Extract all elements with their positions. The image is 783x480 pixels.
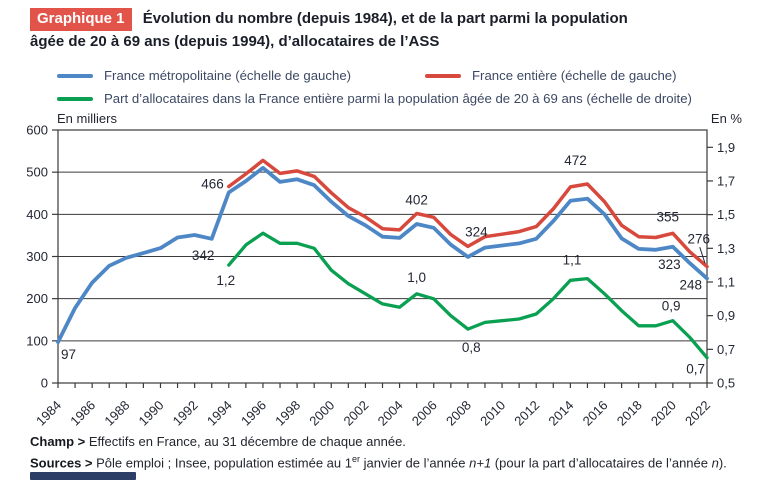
sources-text: janvier de l’année	[359, 455, 470, 471]
blue-line-swatch	[57, 73, 93, 78]
data-label: 1,2	[216, 273, 235, 288]
x-tick-label: 2016	[580, 398, 611, 429]
x-tick-label: 2008	[443, 398, 474, 429]
data-label: 402	[405, 192, 428, 207]
data-label: 324	[465, 224, 488, 239]
left-tick-label: 400	[26, 207, 48, 222]
data-label: 466	[201, 177, 224, 192]
data-label: 342	[192, 248, 215, 263]
left-tick-label: 0	[41, 376, 48, 391]
data-label: 323	[658, 257, 681, 272]
title-line1: Évolution du nombre (depuis 1984), et de…	[142, 10, 628, 27]
left-tick-label: 200	[26, 291, 48, 306]
x-tick-label: 2010	[477, 398, 508, 429]
left-axis-title: En milliers	[57, 111, 117, 126]
sources-sup: er	[351, 454, 360, 464]
x-tick-label: 2014	[545, 398, 576, 429]
graphique-badge: Graphique 1	[30, 8, 132, 31]
x-tick-label: 2000	[306, 398, 337, 429]
legend-label: France métropolitaine (échelle de gauche…	[104, 68, 352, 83]
x-tick-label: 2022	[682, 398, 713, 429]
right-axis-title: En %	[711, 111, 743, 126]
series-line-france-metropolitaine	[56, 165, 709, 345]
sources-text: (pour la part d’allocataires de l’année	[491, 455, 712, 471]
data-label: 248	[679, 277, 702, 292]
data-label: 0,7	[686, 362, 705, 377]
right-tick-label: 1,7	[717, 173, 735, 188]
chart-title: Graphique 1 Évolution du nombre (depuis …	[30, 8, 765, 52]
right-tick-label: 0,5	[717, 376, 735, 391]
title-line2: âgée de 20 à 69 ans (depuis 1994), d’all…	[30, 32, 440, 50]
data-label: 472	[564, 153, 587, 168]
data-label: 276	[687, 232, 710, 247]
sources-text: Pôle emploi ; Insee, population estimée …	[92, 455, 352, 471]
sources-label: Sources >	[30, 455, 93, 471]
x-tick-label: 2006	[409, 398, 440, 429]
data-label: 1,0	[407, 270, 426, 285]
champ-note: Champ > Effectifs en France, au 31 décem…	[30, 434, 406, 450]
x-tick-label: 2004	[375, 398, 406, 429]
right-tick-label: 0,7	[717, 342, 735, 357]
x-tick-label: 1998	[272, 398, 303, 429]
left-tick-label: 100	[26, 333, 48, 348]
data-label: 1,1	[563, 253, 582, 268]
green-line-swatch	[57, 96, 93, 101]
x-tick-label: 1992	[170, 398, 201, 429]
x-tick-label: 2018	[614, 398, 645, 429]
sources-text: ).	[718, 455, 727, 471]
data-label: 355	[656, 209, 679, 224]
x-tick-label: 2012	[511, 398, 542, 429]
data-label-pointer	[699, 246, 706, 264]
legend-item-part-allocataires: Part d’allocataires dans la France entiè…	[57, 91, 692, 106]
x-tick-label: 1990	[136, 398, 167, 429]
right-tick-label: 1,1	[717, 274, 735, 289]
right-tick-label: 1,9	[717, 140, 735, 155]
x-tick-label: 1988	[101, 398, 132, 429]
champ-text: Effectifs en France, au 31 décembre de c…	[85, 434, 406, 449]
data-label: 0,9	[662, 299, 681, 314]
sources-note: Sources > Pôle emploi ; Insee, populatio…	[30, 451, 727, 471]
red-line-swatch	[425, 73, 461, 78]
left-tick-label: 600	[26, 123, 48, 138]
left-tick-label: 300	[26, 249, 48, 264]
champ-label: Champ >	[30, 434, 86, 449]
legend-label: France entière (échelle de gauche)	[472, 68, 677, 83]
x-tick-label: 1994	[204, 398, 235, 429]
right-tick-label: 0,9	[717, 308, 735, 323]
page-footer-band	[30, 472, 136, 480]
x-tick-label: 2002	[340, 398, 371, 429]
legend-item-france-entiere: France entière (échelle de gauche)	[425, 68, 677, 83]
left-tick-label: 500	[26, 165, 48, 180]
series-line-france-entiere	[227, 158, 709, 269]
data-label: 97	[61, 347, 76, 362]
sources-italic: n	[711, 455, 719, 471]
right-tick-label: 1,3	[717, 241, 735, 256]
legend-label: Part d’allocataires dans la France entiè…	[104, 91, 692, 106]
right-tick-label: 1,5	[717, 207, 735, 222]
x-tick-label: 1996	[238, 398, 269, 429]
legend-item-france-metropolitaine: France métropolitaine (échelle de gauche…	[57, 68, 351, 83]
x-tick-label: 1986	[67, 398, 98, 429]
x-tick-label: 2020	[648, 398, 679, 429]
x-tick-label: 1984	[33, 398, 64, 429]
series-line-part-allocataires	[227, 231, 709, 360]
sources-italic: n+1	[469, 455, 492, 471]
data-label: 0,8	[462, 340, 481, 355]
